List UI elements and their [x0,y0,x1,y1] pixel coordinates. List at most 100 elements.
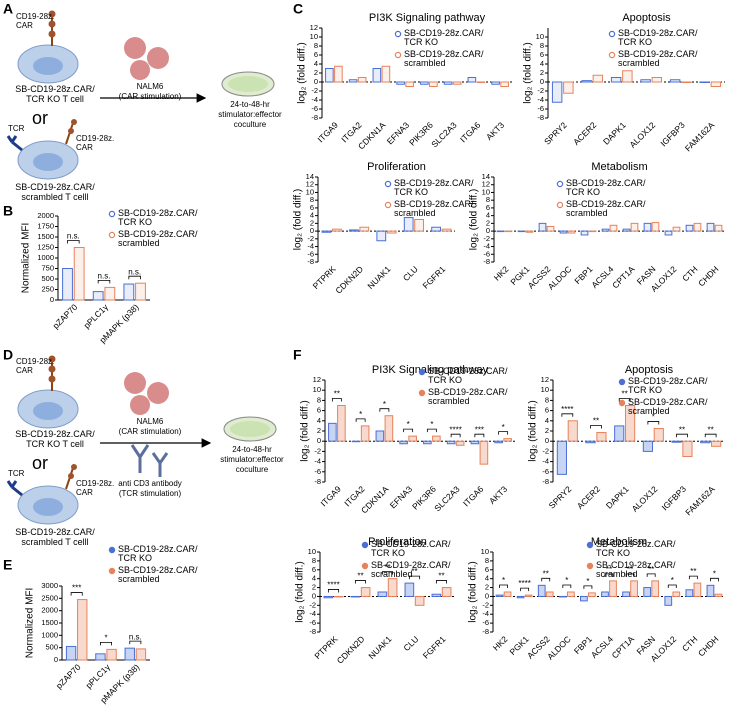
significance-label: ** [438,572,444,581]
x-tick-label: ALOX12 [627,120,657,150]
bar [693,222,702,232]
significance-bracket [520,587,530,592]
bar [429,81,438,87]
bar [404,582,415,597]
significance-label: ** [627,565,633,574]
bar [496,230,505,233]
y-tick-label: 12 [482,180,490,189]
significance-label: * [671,576,674,585]
significance-bracket [327,589,340,593]
bar [420,81,429,85]
y-tick-label: -8 [542,477,549,486]
legend-marker [361,541,369,549]
y-tick-label: 12 [306,180,314,189]
legend-marker [108,210,116,218]
y-tick-label: 10 [481,547,489,556]
x-tick-label: CPT1A [610,264,637,291]
car-label: CD19-28z. CAR [16,12,55,30]
y-tick-label: -8 [482,627,489,636]
legend-label-box: SB-CD19-28z.CAR/ TCR KO [118,545,198,563]
significance-label: * [652,413,655,422]
bar [95,653,106,661]
bar [671,440,682,443]
or-label: or [32,108,49,128]
y-tick-label: -4 [537,95,544,104]
significance-label: * [502,423,505,432]
significance-bracket [646,573,656,577]
bar [622,70,633,83]
bar [455,440,465,446]
legend-label: SB-CD19-28z.CAR/ TCR KO [394,179,474,197]
bar [588,592,596,597]
bar [714,224,723,232]
bar [467,77,477,83]
y-tick-label: 8 [314,41,318,50]
x-tick-label: DAPK1 [604,484,631,511]
bar [405,81,414,87]
legend-marker [556,201,564,209]
car-label: CD19-28z. CAR [16,357,55,375]
bar [399,440,408,445]
legend-label: SB-CD19-28z.CAR/ TCR KO [404,29,484,47]
legend-label: SB-CD19-28z.CAR/ TCR KO [118,209,198,227]
cell-label-box: SB-CD19-28z.CAR/ TCR KO T cell [15,429,95,449]
y-tick-label: 0 [54,655,58,664]
legend-label: SB-CD19-28z.CAR/ scrambled [428,388,508,406]
bar [700,440,711,444]
target-label: NALM6 (CAR stimulation) [118,82,182,101]
chart-title: PI3K Signaling pathway [372,364,489,376]
bar [558,595,567,598]
bar [672,226,681,232]
legend-marker [586,541,594,549]
bar [503,438,512,442]
y-tick-label: 10 [541,385,549,394]
legend-marker [394,51,402,59]
bar [479,440,489,465]
coculture-label: 24-to-48-hr stimulator:effector cocultur… [218,100,282,129]
bar [580,595,588,602]
bar [651,580,660,597]
x-tick-label: FGFR1 [421,264,448,291]
chart-title: Metabolism [591,536,647,548]
x-tick-label: SLC2A3 [429,120,459,150]
x-tick-label: AKT3 [484,120,506,142]
significance-label: ** [334,390,340,399]
target-label-box: NALM6 (CAR stimulation) [119,417,182,436]
y-axis-label: log₂ (fold diff.) [469,189,480,251]
y-tick-label: 0 [540,77,544,86]
y-axis-label: log₂ (fold diff.) [295,561,306,623]
legend-label: SB-CD19-28z.CAR/ scrambled [371,561,451,579]
y-tick-label: -2 [307,234,314,243]
bar [432,435,441,442]
significance-bracket [676,433,688,438]
bar [62,268,73,301]
chart-title: Proliferation [367,161,426,173]
x-tick-label: SPRY2 [542,120,569,147]
y-tick-label: 10 [310,32,318,41]
legend-label-box: SB-CD19-28z.CAR/ TCR KO [371,540,451,558]
significance-bracket [704,433,717,438]
significance-bracket [710,577,719,582]
bar [693,582,702,597]
y-tick-label: -2 [309,600,316,609]
y-tick-label: -6 [314,467,321,476]
bar [525,230,534,233]
schematic-a [6,10,275,180]
y-tick-label: 8 [545,395,549,404]
x-tick-label: EFNA3 [388,484,415,511]
y-tick-label: 4 [545,416,549,425]
significance-bracket [541,577,551,582]
y-tick-label: -4 [314,457,321,466]
legend-label: SB-CD19-28z.CAR/ TCR KO [628,377,708,395]
y-tick-label: 12 [310,23,318,32]
y-tick-label: 10 [313,385,321,394]
panel-letter: D [3,347,13,363]
y-tick-label: 6 [486,203,490,212]
bar [651,222,660,232]
x-tick-label: NUAK1 [366,634,393,661]
bar [653,427,664,442]
bar [403,217,414,232]
significance-label: * [383,400,386,409]
bar [377,591,388,597]
